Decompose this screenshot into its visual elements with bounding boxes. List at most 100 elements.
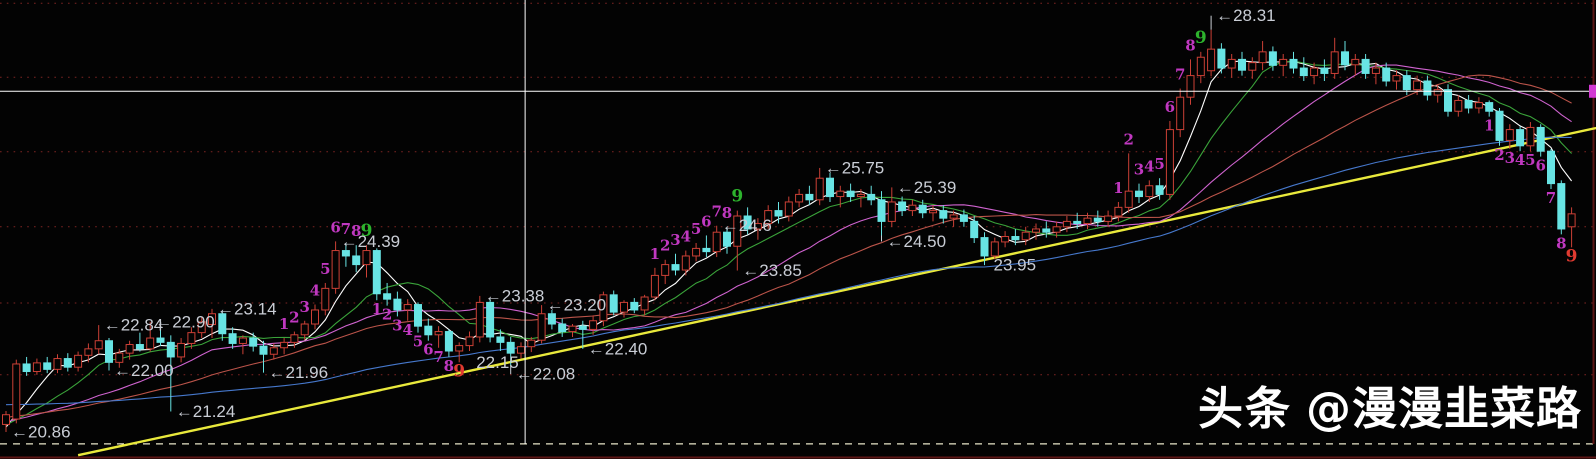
up-candle	[681, 255, 690, 271]
td-number: 2	[660, 237, 670, 255]
down-candle	[970, 220, 979, 239]
td-number: 6	[423, 341, 433, 359]
up-candle	[764, 210, 773, 225]
up-candle	[712, 231, 721, 253]
down-candle	[43, 362, 52, 370]
td-number: 5	[691, 220, 701, 238]
down-candle	[424, 325, 433, 336]
up-candle	[1413, 80, 1422, 91]
down-candle	[867, 193, 876, 201]
td-number: 8	[1556, 234, 1566, 252]
down-candle	[898, 201, 907, 212]
up-candle	[434, 331, 443, 336]
td-number: 2	[289, 309, 299, 327]
td-number: 7	[433, 348, 443, 366]
down-candle	[414, 304, 422, 327]
up-candle	[1165, 129, 1174, 195]
down-candle	[1361, 58, 1370, 74]
up-candle	[12, 363, 21, 420]
down-candle	[228, 333, 237, 344]
down-candle	[1423, 80, 1432, 96]
up-candle	[1186, 75, 1195, 98]
up-candle	[599, 294, 608, 322]
up-candle	[1248, 62, 1257, 71]
down-candle	[774, 210, 783, 217]
price-label: ←24.50	[887, 232, 947, 251]
down-candle	[1217, 48, 1226, 69]
down-candle	[1402, 75, 1411, 91]
up-candle	[908, 204, 917, 212]
price-labels: ←20.86 ←22.84 ←22.00 ←22.90 ←21.24 ←23.14 ←21.…	[11, 6, 1276, 441]
up-candle	[1145, 185, 1154, 198]
trend-line-group	[77, 126, 1596, 457]
td-number: 1	[372, 300, 382, 318]
up-candle	[53, 358, 62, 370]
td-number: 5	[1154, 155, 1164, 173]
price-label: ←22.00	[114, 361, 174, 380]
up-candle	[1474, 102, 1483, 109]
down-candle	[1464, 99, 1473, 109]
up-candle	[1083, 217, 1092, 225]
price-label: ←22.84	[104, 316, 164, 335]
price-label: ←23.20	[547, 296, 607, 315]
up-candle	[403, 304, 412, 311]
up-candle	[238, 337, 247, 344]
up-candle	[589, 320, 598, 330]
up-candle	[331, 250, 340, 289]
up-candle	[187, 332, 196, 344]
up-candle	[661, 264, 670, 276]
td-number: 1	[1113, 179, 1123, 197]
td-number: 5	[413, 333, 423, 351]
price-label: ←24.6	[722, 216, 772, 235]
td-number: 1	[650, 245, 660, 263]
up-candle	[311, 309, 319, 325]
down-candle	[980, 237, 989, 257]
up-candle	[692, 247, 701, 257]
down-candle	[1536, 126, 1545, 152]
watermark-brand: 头条	[1197, 382, 1292, 435]
td-number: 6	[1165, 98, 1175, 116]
up-candle	[1227, 58, 1236, 69]
up-candle	[115, 352, 124, 363]
up-candle	[650, 274, 659, 298]
down-candle	[846, 190, 855, 198]
td-number: 6	[330, 218, 340, 236]
up-candle	[208, 313, 216, 326]
down-candle	[218, 313, 227, 335]
price-label: ←21.96	[269, 363, 329, 382]
down-candle	[805, 193, 814, 201]
price-label: ←22.90	[155, 312, 215, 331]
up-candle	[465, 336, 474, 347]
td-number: 2	[1123, 130, 1133, 148]
up-candle	[94, 340, 103, 350]
td-number: 3	[670, 231, 680, 249]
td-number: 2	[1494, 146, 1504, 164]
td-number: 5	[1525, 151, 1535, 169]
up-candle	[1454, 99, 1463, 112]
price-label: ←21.24	[176, 402, 236, 421]
up-candle	[1124, 190, 1133, 208]
up-candle	[1433, 89, 1442, 96]
up-candle	[795, 193, 804, 203]
up-candle	[84, 348, 93, 356]
up-candle	[527, 339, 536, 348]
td-number: 8	[444, 357, 454, 375]
down-candle	[1011, 236, 1020, 241]
down-candle	[1289, 58, 1298, 69]
up-candle	[1392, 75, 1401, 82]
up-candle	[300, 323, 309, 336]
td-number: 4	[310, 282, 320, 300]
up-candle	[990, 241, 999, 257]
up-candle	[2, 414, 10, 425]
down-candle	[156, 337, 165, 343]
up-candle	[640, 296, 649, 311]
td-number: 8	[722, 204, 732, 222]
down-candle	[671, 264, 680, 271]
down-candle	[393, 298, 402, 311]
moving-average-lines	[5, 60, 1573, 428]
td-number: 4	[1515, 151, 1525, 169]
down-candle	[959, 214, 968, 222]
td-number: 4	[681, 228, 691, 246]
